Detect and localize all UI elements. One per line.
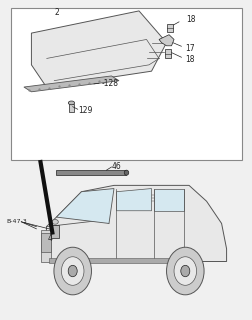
Polygon shape	[153, 188, 183, 211]
Polygon shape	[116, 188, 151, 211]
Bar	[164, 49, 170, 58]
Text: 18: 18	[186, 15, 195, 24]
Ellipse shape	[124, 170, 128, 175]
Polygon shape	[159, 35, 173, 46]
Bar	[41, 230, 51, 261]
Circle shape	[54, 247, 91, 295]
Bar	[11, 8, 241, 160]
Bar	[69, 105, 74, 112]
Circle shape	[166, 247, 203, 295]
Circle shape	[68, 265, 77, 277]
Bar	[51, 225, 59, 238]
Text: 2: 2	[54, 8, 58, 17]
Ellipse shape	[52, 220, 58, 224]
Text: 129: 129	[78, 106, 92, 115]
Polygon shape	[46, 185, 226, 261]
Circle shape	[61, 257, 84, 285]
Text: B-47-3: B-47-3	[6, 219, 27, 224]
Polygon shape	[56, 188, 114, 223]
Text: 18: 18	[184, 55, 194, 64]
Bar	[41, 233, 51, 252]
Text: 17: 17	[184, 44, 194, 53]
Polygon shape	[24, 76, 118, 92]
Ellipse shape	[68, 101, 74, 105]
Polygon shape	[31, 11, 166, 87]
Circle shape	[180, 265, 189, 277]
Text: 46: 46	[111, 162, 121, 171]
Bar	[56, 170, 126, 175]
Text: -128: -128	[101, 79, 118, 88]
Circle shape	[173, 257, 196, 285]
Bar	[49, 258, 173, 263]
Bar	[167, 24, 173, 32]
Text: 4: 4	[48, 234, 52, 243]
